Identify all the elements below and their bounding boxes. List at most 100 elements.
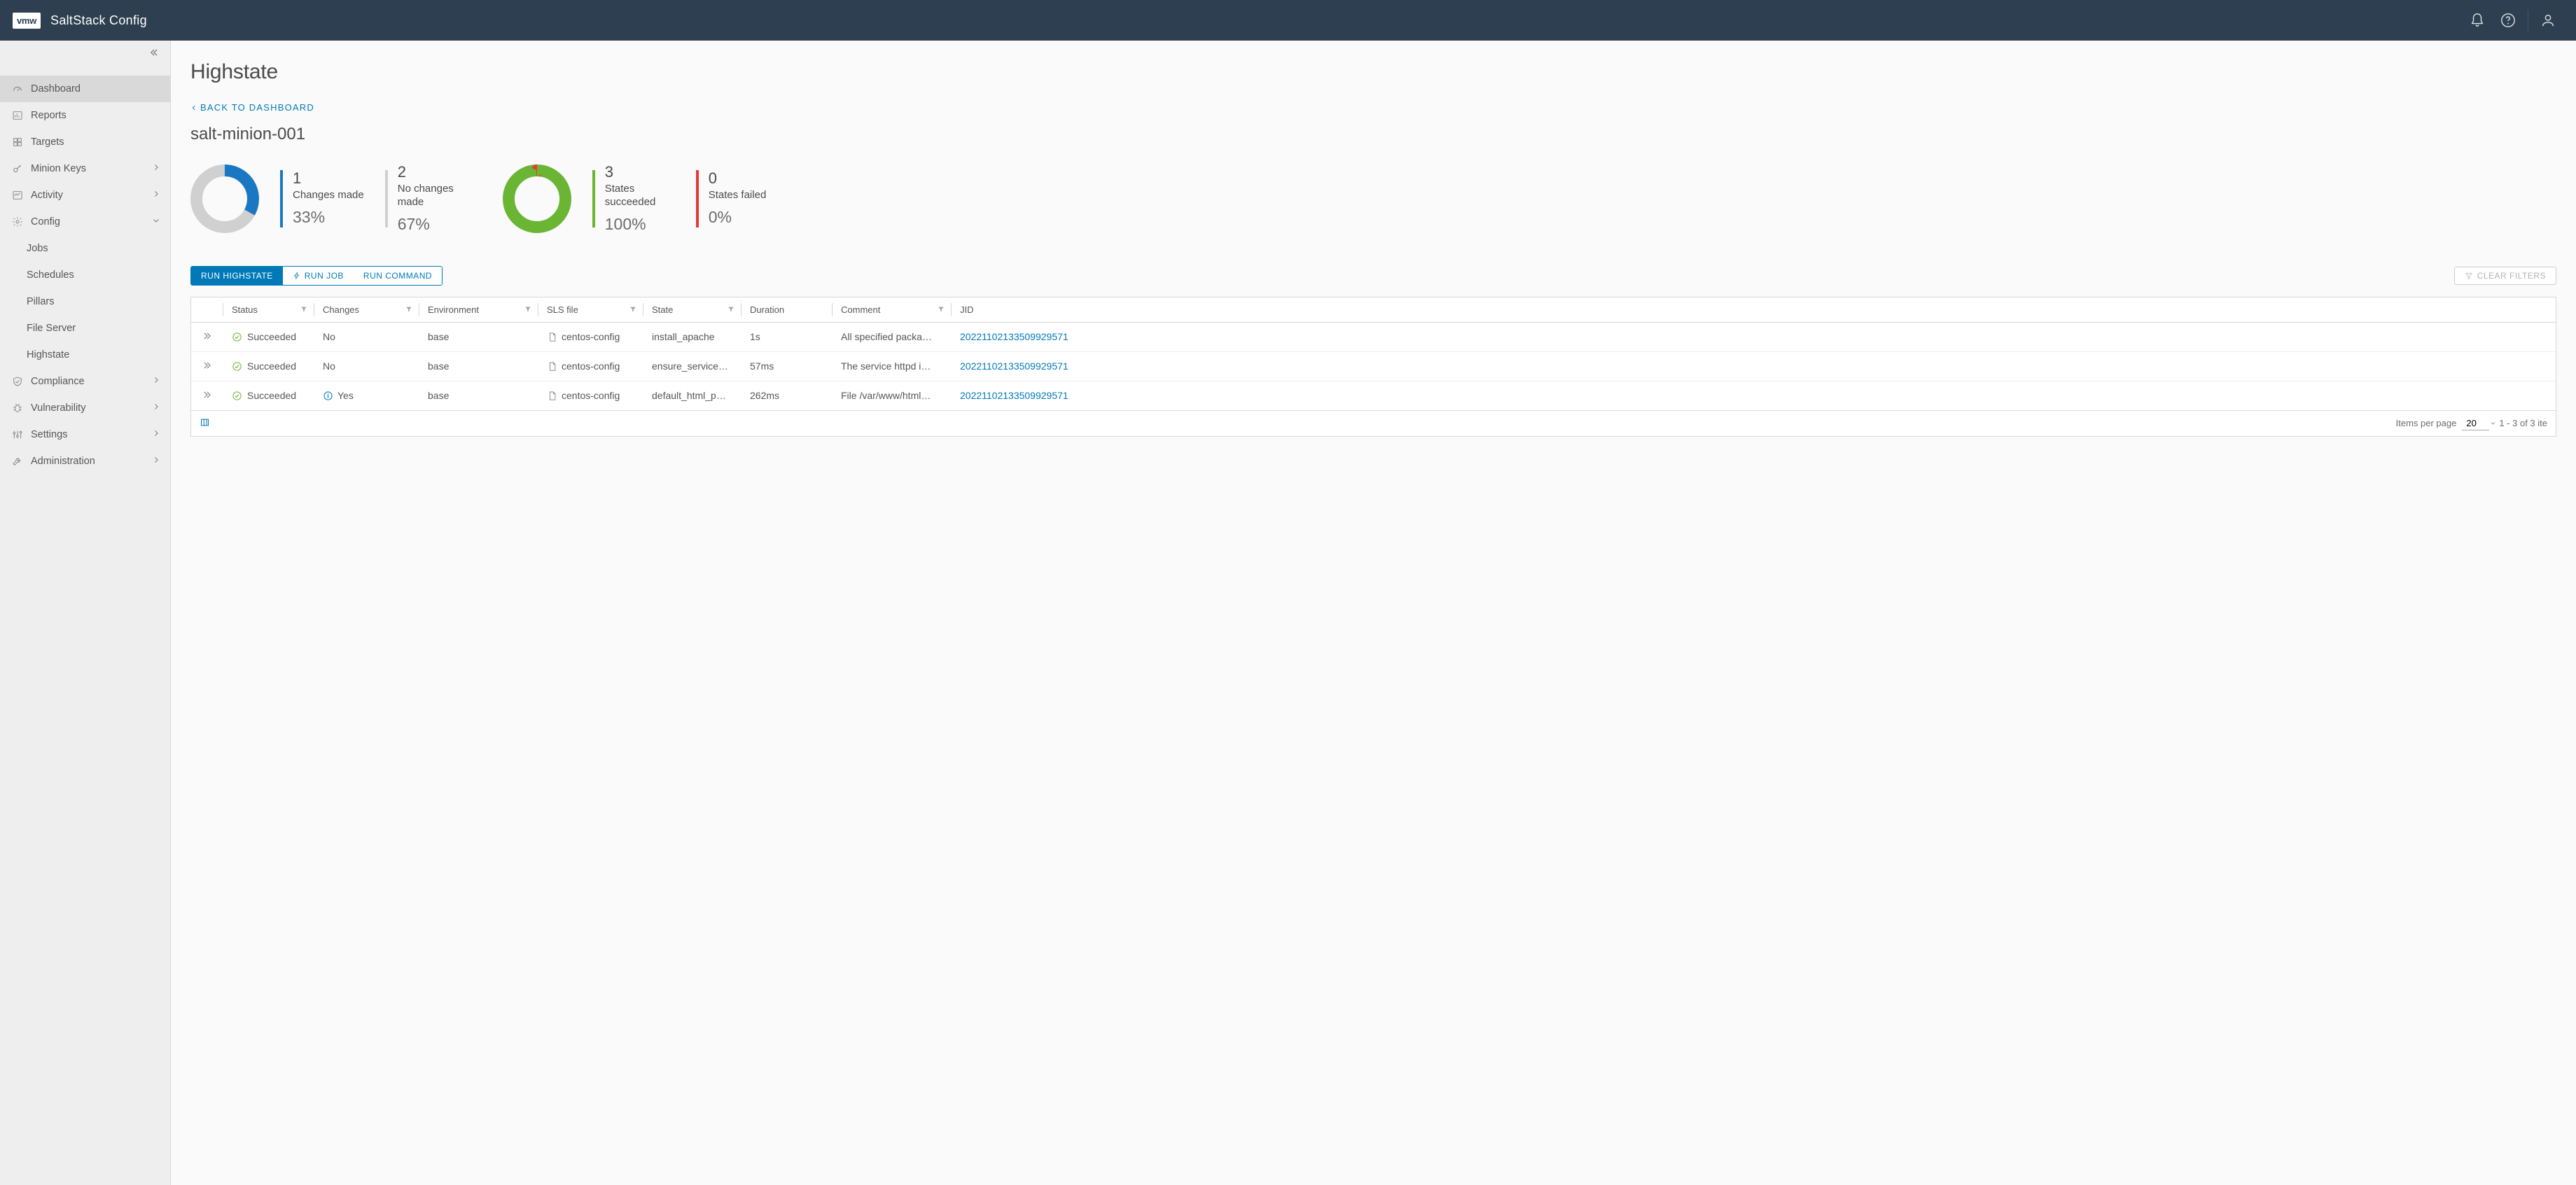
sidebar-collapse-button[interactable] [0, 41, 170, 64]
expand-row-button[interactable] [191, 351, 223, 381]
stat-bar [696, 170, 699, 227]
page-title: Highstate [190, 60, 2556, 84]
app-header: vmw SaltStack Config [0, 0, 2576, 41]
info-circle-icon [323, 391, 333, 401]
clear-filters-label: CLEAR FILTERS [2477, 271, 2546, 281]
cell-changes: Yes [314, 381, 419, 410]
expand-row-button[interactable] [191, 381, 223, 410]
sidebar-item-label: Administration [31, 456, 152, 467]
sidebar-item-administration[interactable]: Administration [0, 448, 170, 475]
clear-filters-button[interactable]: CLEAR FILTERS [2454, 267, 2556, 285]
key-icon [10, 163, 25, 174]
results-table: Status Changes Environment SLS file Stat… [190, 297, 2556, 437]
changes-text: No [323, 360, 335, 372]
sidebar-subitem-schedules[interactable]: Schedules [0, 262, 170, 288]
sidebar-subitem-jobs[interactable]: Jobs [0, 235, 170, 262]
chart-icon [10, 110, 25, 121]
sls-file-name: centos-config [562, 390, 620, 401]
columns-icon[interactable] [200, 417, 210, 430]
chevron-right-icon [152, 456, 160, 467]
jid-link[interactable]: 20221102133509929571 [960, 390, 1068, 401]
table-row[interactable]: Succeeded No base centos-config install_… [191, 322, 2556, 351]
filter-icon[interactable] [300, 304, 307, 315]
pagination-range: 1 - 3 of 3 ite [2499, 418, 2547, 428]
stat-changes-made: 1 Changes made 33% [280, 170, 364, 227]
cell-state: default_html_p… [643, 381, 742, 410]
success-donut-chart [503, 164, 571, 233]
cell-status: Succeeded [223, 381, 314, 410]
sidebar-subitem-highstate[interactable]: Highstate [0, 342, 170, 368]
button-group: RUN HIGHSTATE RUN JOB RUN COMMAND [190, 266, 443, 286]
cell-status: Succeeded [223, 322, 314, 351]
cell-duration: 57ms [742, 351, 833, 381]
stat-failed: 0 States failed 0% [696, 170, 767, 227]
check-circle-icon [232, 361, 242, 372]
sls-file-name: centos-config [562, 360, 620, 372]
sidebar-item-vulnerability[interactable]: Vulnerability [0, 395, 170, 421]
sidebar-item-minion-keys[interactable]: Minion Keys [0, 155, 170, 182]
column-sls-file[interactable]: SLS file [538, 297, 643, 323]
sidebar-item-config[interactable]: Config [0, 209, 170, 235]
cell-duration: 262ms [742, 381, 833, 410]
help-icon[interactable] [2493, 5, 2523, 36]
sidebar-item-settings[interactable]: Settings [0, 421, 170, 448]
expand-row-button[interactable] [191, 322, 223, 351]
sidebar-item-compliance[interactable]: Compliance [0, 368, 170, 395]
chevron-right-icon [152, 402, 160, 414]
stat-label: No changes made [398, 182, 468, 209]
filter-icon[interactable] [938, 304, 945, 315]
column-changes[interactable]: Changes [314, 297, 419, 323]
column-state[interactable]: State [643, 297, 742, 323]
filter-icon[interactable] [727, 304, 734, 315]
file-icon [547, 332, 557, 342]
check-circle-icon [232, 332, 242, 342]
app-title: SaltStack Config [50, 13, 147, 28]
check-circle-icon [232, 391, 242, 401]
sidebar-item-dashboard[interactable]: Dashboard [0, 76, 170, 102]
sidebar-item-activity[interactable]: Activity [0, 182, 170, 209]
stat-bar [385, 170, 388, 227]
jid-link[interactable]: 20221102133509929571 [960, 360, 1068, 372]
shield-icon [10, 376, 25, 387]
table-header-row: Status Changes Environment SLS file Stat… [191, 297, 2556, 323]
column-status[interactable]: Status [223, 297, 314, 323]
cell-environment: base [419, 351, 538, 381]
filter-icon[interactable] [629, 304, 636, 315]
run-command-button[interactable]: RUN COMMAND [354, 267, 442, 285]
items-per-page-select[interactable]: 20 [2462, 416, 2489, 430]
cell-status: Succeeded [223, 351, 314, 381]
gauge-icon [10, 83, 25, 94]
sidebar-item-targets[interactable]: Targets [0, 129, 170, 155]
filter-icon[interactable] [405, 304, 412, 315]
sidebar-item-label: Activity [31, 190, 152, 201]
status-text: Succeeded [247, 360, 296, 372]
cell-state: ensure_service… [643, 351, 742, 381]
cell-jid: 20221102133509929571 [952, 322, 2556, 351]
stats-row: 1 Changes made 33% 2 No changes made 67% [190, 164, 2556, 234]
filter-icon[interactable] [524, 304, 531, 315]
stat-bar [280, 170, 283, 227]
sidebar-subitem-pillars[interactable]: Pillars [0, 288, 170, 315]
column-jid[interactable]: JID [952, 297, 2556, 323]
notifications-icon[interactable] [2462, 5, 2493, 36]
changes-text: Yes [337, 390, 354, 401]
column-expand [191, 297, 223, 323]
column-comment[interactable]: Comment [833, 297, 952, 323]
back-to-dashboard-link[interactable]: BACK TO DASHBOARD [190, 102, 314, 113]
jid-link[interactable]: 20221102133509929571 [960, 331, 1068, 342]
run-highstate-button[interactable]: RUN HIGHSTATE [191, 267, 283, 285]
user-menu-icon[interactable] [2533, 5, 2563, 36]
column-environment[interactable]: Environment [419, 297, 538, 323]
cell-sls-file: centos-config [538, 351, 643, 381]
table-row[interactable]: Succeeded Yes base centos-config default… [191, 381, 2556, 410]
status-text: Succeeded [247, 390, 296, 401]
cell-state: install_apache [643, 322, 742, 351]
cell-comment: All specified packa… [833, 322, 952, 351]
sidebar-item-label: Vulnerability [31, 402, 152, 414]
sidebar-item-reports[interactable]: Reports [0, 102, 170, 129]
stat-number: 0 [709, 170, 767, 187]
column-duration[interactable]: Duration [742, 297, 833, 323]
sidebar-subitem-file-server[interactable]: File Server [0, 315, 170, 342]
table-row[interactable]: Succeeded No base centos-config ensure_s… [191, 351, 2556, 381]
run-job-button[interactable]: RUN JOB [283, 267, 354, 285]
